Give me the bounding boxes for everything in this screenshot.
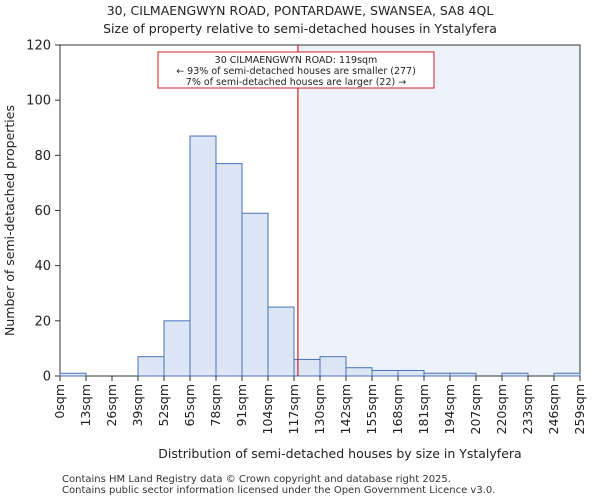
x-tick-label: 130sqm	[312, 384, 327, 434]
y-tick-label: 100	[26, 94, 51, 109]
x-tick-label: 52sqm	[156, 384, 171, 427]
histogram-bar	[371, 369, 399, 377]
x-tick-label: 233sqm	[520, 384, 535, 434]
x-tick-label: 142sqm	[338, 384, 353, 434]
chart-subtitle: Size of property relative to semi-detach…	[103, 21, 497, 36]
y-tick-label: 60	[34, 204, 51, 219]
footer-line-2: Contains public sector information licen…	[62, 485, 496, 496]
histogram-bar	[163, 320, 191, 377]
histogram-bar	[553, 372, 581, 377]
histogram-bar	[189, 135, 217, 377]
x-tick-label: 104sqm	[260, 384, 275, 434]
x-tick-label: 78sqm	[208, 384, 223, 427]
x-tick-label: 65sqm	[182, 384, 197, 427]
y-tick-label: 40	[34, 259, 51, 274]
y-axis-label: Number of semi-detached properties	[2, 105, 17, 336]
histogram-bar	[423, 372, 451, 377]
histogram-chart: 0 20 40 60 80 100 120 0sqm 13sqm 26sqm 39sqm 52sqm 6…	[2, 39, 587, 462]
x-tick-label: 117sqm	[286, 384, 301, 434]
x-tick-label: 259sqm	[572, 384, 587, 434]
annotation-box	[157, 51, 435, 89]
annotation-line-1: 30 CILMAENGWYN ROAD: 119sqm	[215, 55, 378, 66]
x-tick-label: 13sqm	[78, 384, 93, 427]
x-tick-label: 26sqm	[104, 384, 119, 427]
x-tick-label: 220sqm	[494, 384, 509, 434]
chart-title: 30, CILMAENGWYN ROAD, PONTARDAWE, SWANSE…	[106, 3, 494, 18]
y-tick-label: 20	[34, 314, 51, 329]
histogram-bar	[501, 372, 529, 377]
histogram-bar	[267, 306, 295, 377]
histogram-bar	[345, 367, 373, 377]
x-axis-label: Distribution of semi-detached houses by …	[158, 446, 521, 461]
y-tick-label: 80	[34, 149, 51, 164]
annotation-line-2: ← 93% of semi-detached houses are smalle…	[176, 66, 416, 77]
x-tick-label: 181sqm	[416, 384, 431, 434]
histogram-bar	[397, 369, 425, 377]
x-tick-label: 246sqm	[546, 384, 561, 434]
histogram-bar	[215, 163, 243, 377]
footer-line-1: Contains HM Land Registry data © Crown c…	[62, 474, 451, 485]
x-tick-label: 194sqm	[442, 384, 457, 434]
y-tick-label: 0	[43, 370, 51, 385]
x-tick-label: 207sqm	[468, 384, 483, 434]
histogram-bar	[137, 356, 165, 377]
x-tick-label: 0sqm	[52, 384, 67, 419]
histogram-bar	[449, 372, 477, 377]
histogram-bar	[59, 372, 87, 377]
annotation-line-3: 7% of semi-detached houses are larger (2…	[186, 77, 406, 88]
y-tick-label: 120	[26, 39, 51, 54]
histogram-bar	[319, 356, 347, 377]
x-tick-label: 155sqm	[364, 384, 379, 434]
x-tick-label: 91sqm	[234, 384, 249, 427]
x-tick-label: 168sqm	[390, 384, 405, 434]
x-tick-label: 39sqm	[130, 384, 145, 427]
histogram-bar	[241, 212, 269, 377]
larger-region-shade	[297, 45, 580, 376]
